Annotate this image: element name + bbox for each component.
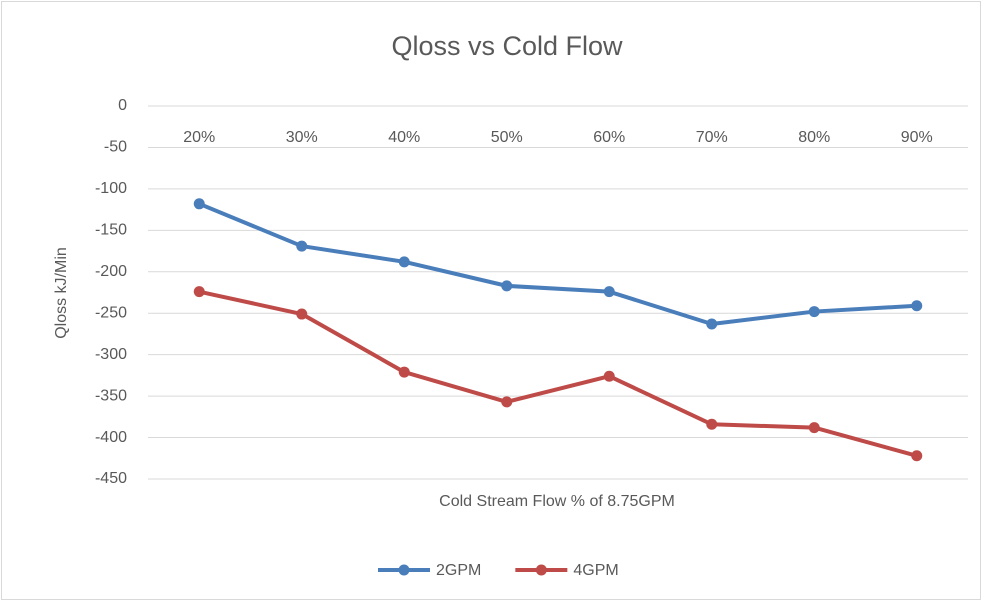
series-line [198,201,917,326]
y-tick-label: -200 [95,263,127,280]
chart-title: Qloss vs Cold Flow [391,31,623,61]
x-tick-label: 70% [696,129,728,146]
data-point [808,306,820,318]
data-point [603,370,615,382]
legend-marker [398,564,410,576]
data-point [808,422,820,434]
data-point [193,286,205,298]
y-tick-label: -450 [95,470,127,487]
x-tick-label: 60% [593,129,625,146]
legend-label: 4GPM [573,562,618,579]
data-point [501,396,513,408]
x-tick-label: 40% [388,129,420,146]
legend-label: 2GPM [436,562,481,579]
data-point [296,240,308,252]
y-tick-label: -150 [95,222,127,239]
data-point [911,450,923,462]
series-line [198,289,918,458]
y-tick-label: 0 [118,97,127,114]
y-axis-title: Qloss kJ/Min [53,247,70,339]
y-tick-label: -400 [95,429,127,446]
data-point [398,256,410,268]
data-point [603,286,615,298]
y-tick-label: -350 [95,387,127,404]
y-tick-label: -300 [95,346,127,363]
data-point [501,280,513,292]
x-tick-label: 30% [286,129,318,146]
data-point [706,318,718,330]
data-point [296,308,308,320]
x-axis-title: Cold Stream Flow % of 8.75GPM [439,493,675,510]
data-point [911,300,923,312]
legend-marker [535,564,547,576]
y-tick-label: -100 [95,180,127,197]
x-tick-label: 50% [491,129,523,146]
x-tick-label: 80% [798,129,830,146]
y-tick-label: -50 [104,139,127,156]
data-point [398,366,410,378]
data-point [706,418,718,430]
x-tick-label: 20% [183,129,215,146]
x-tick-label: 90% [901,129,933,146]
y-tick-label: -250 [95,304,127,321]
data-point [193,198,205,210]
